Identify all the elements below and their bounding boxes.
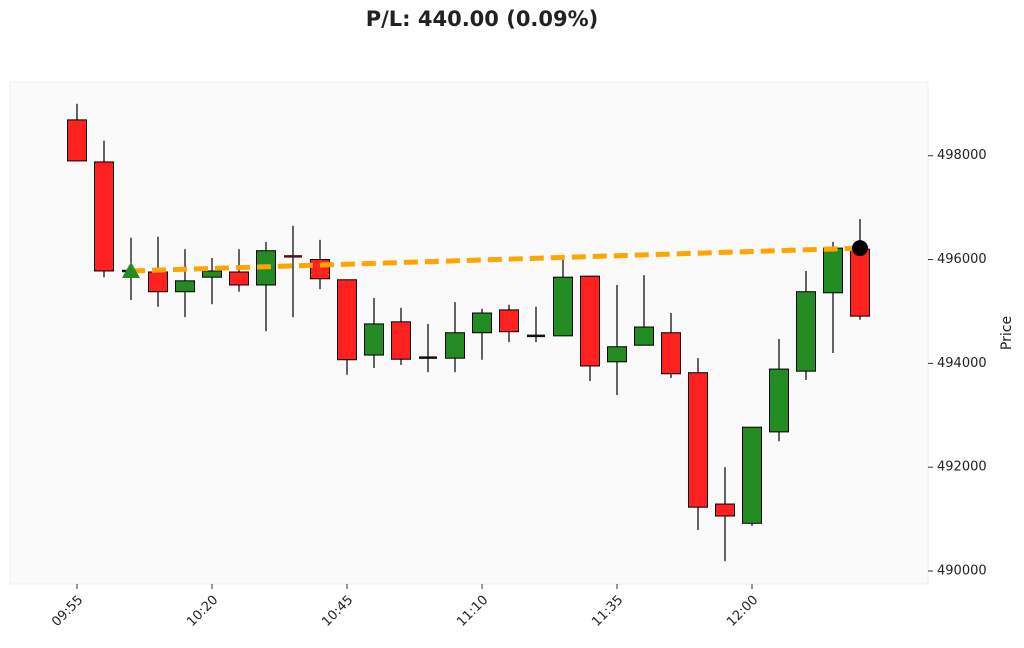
candle-body	[445, 332, 465, 359]
candle-body	[850, 248, 870, 317]
candle-body	[499, 309, 519, 333]
x-tick-label: 12:00	[724, 593, 761, 630]
candle-body	[202, 270, 222, 278]
chart-title: P/L: 440.00 (0.09%)	[366, 7, 599, 31]
candle-body	[796, 291, 816, 372]
x-tick-label: 11:35	[589, 593, 626, 630]
plot-area	[9, 81, 929, 585]
y-axis-label: Price	[999, 316, 1015, 350]
y-tick-label: 490000	[937, 564, 987, 579]
candle-body	[472, 312, 492, 334]
candle-body	[715, 503, 735, 517]
candle-body	[229, 271, 249, 286]
x-tick-label: 10:20	[184, 593, 221, 630]
candle-body	[364, 323, 384, 356]
y-tick-label: 498000	[937, 148, 987, 163]
candle-body	[742, 426, 762, 524]
x-tick-label: 09:55	[49, 593, 86, 630]
candle-body	[823, 247, 843, 294]
candle-body	[148, 271, 168, 293]
exit-marker	[852, 240, 868, 257]
candle-body	[337, 279, 357, 361]
candle-body	[580, 275, 600, 367]
candle-body	[553, 276, 573, 337]
candle-body	[688, 372, 708, 508]
candle-body	[175, 280, 195, 293]
x-tick-label: 11:10	[454, 593, 491, 630]
x-tick-label: 10:45	[319, 593, 356, 630]
candle-body	[391, 321, 411, 360]
candle-body	[607, 346, 627, 363]
candle-body	[94, 161, 114, 272]
candle-body	[661, 332, 681, 375]
candle-body	[67, 119, 87, 162]
y-tick-label: 496000	[937, 252, 987, 267]
candle-body	[769, 368, 789, 433]
trade-line	[130, 245, 861, 274]
y-tick-label: 492000	[937, 460, 987, 475]
y-tick-label: 494000	[937, 356, 987, 371]
entry-marker	[122, 261, 140, 278]
candle-body	[634, 326, 654, 346]
